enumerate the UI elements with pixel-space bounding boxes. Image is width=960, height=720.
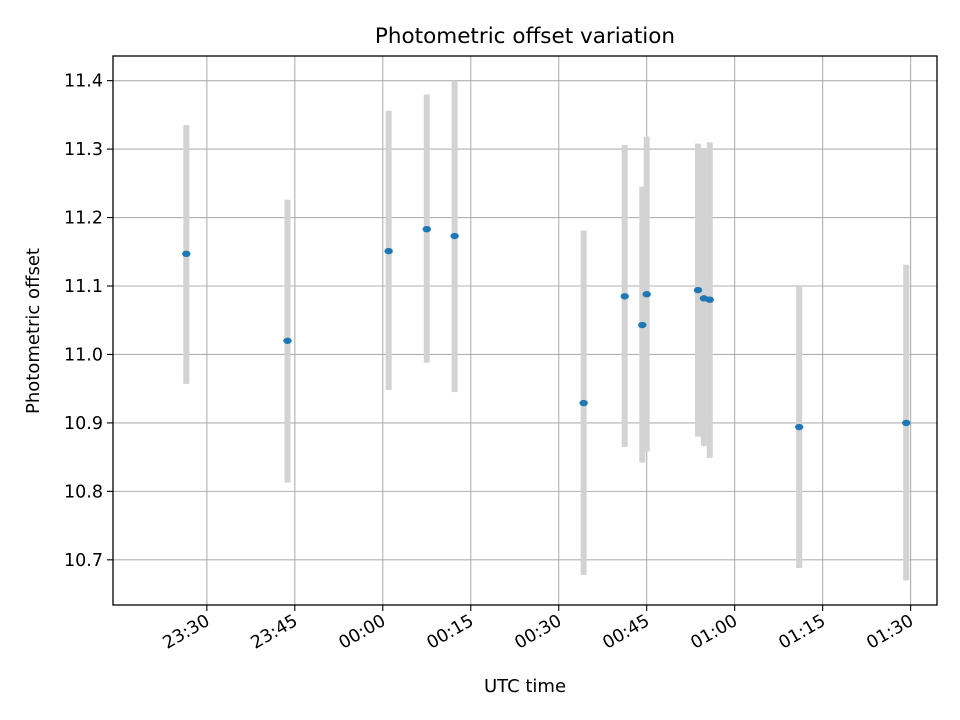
data-point: [579, 399, 588, 407]
y-tick-label: 11.1: [64, 277, 103, 297]
data-point: [705, 296, 714, 303]
data-point: [642, 291, 651, 298]
data-point: [620, 293, 629, 300]
y-tick-label: 11.3: [64, 140, 103, 160]
data-point: [450, 232, 459, 240]
data-point: [902, 419, 911, 427]
data-point: [182, 250, 191, 258]
y-tick-label: 11.4: [64, 72, 103, 92]
data-point: [794, 423, 804, 431]
y-tick-label: 10.8: [64, 482, 103, 502]
plot-frame: [112, 55, 938, 606]
data-point: [384, 247, 393, 255]
y-axis-label: Photometric offset: [23, 248, 44, 414]
data-points: [182, 225, 911, 431]
y-tick-label: 10.9: [64, 414, 103, 434]
data-point: [638, 321, 647, 329]
data-point: [422, 225, 431, 233]
y-axis-ticks: 10.7 10.8 10.9 11.0 11.1 11.2 11.3 11.4: [64, 72, 113, 571]
y-tick-label: 10.7: [64, 551, 103, 571]
x-axis-label: UTC time: [484, 676, 566, 697]
data-point: [283, 337, 292, 344]
data-point: [693, 286, 703, 294]
y-tick-label: 11.0: [64, 345, 103, 365]
y-tick-label: 11.2: [64, 209, 103, 229]
chart-title: Photometric offset variation: [375, 24, 675, 49]
